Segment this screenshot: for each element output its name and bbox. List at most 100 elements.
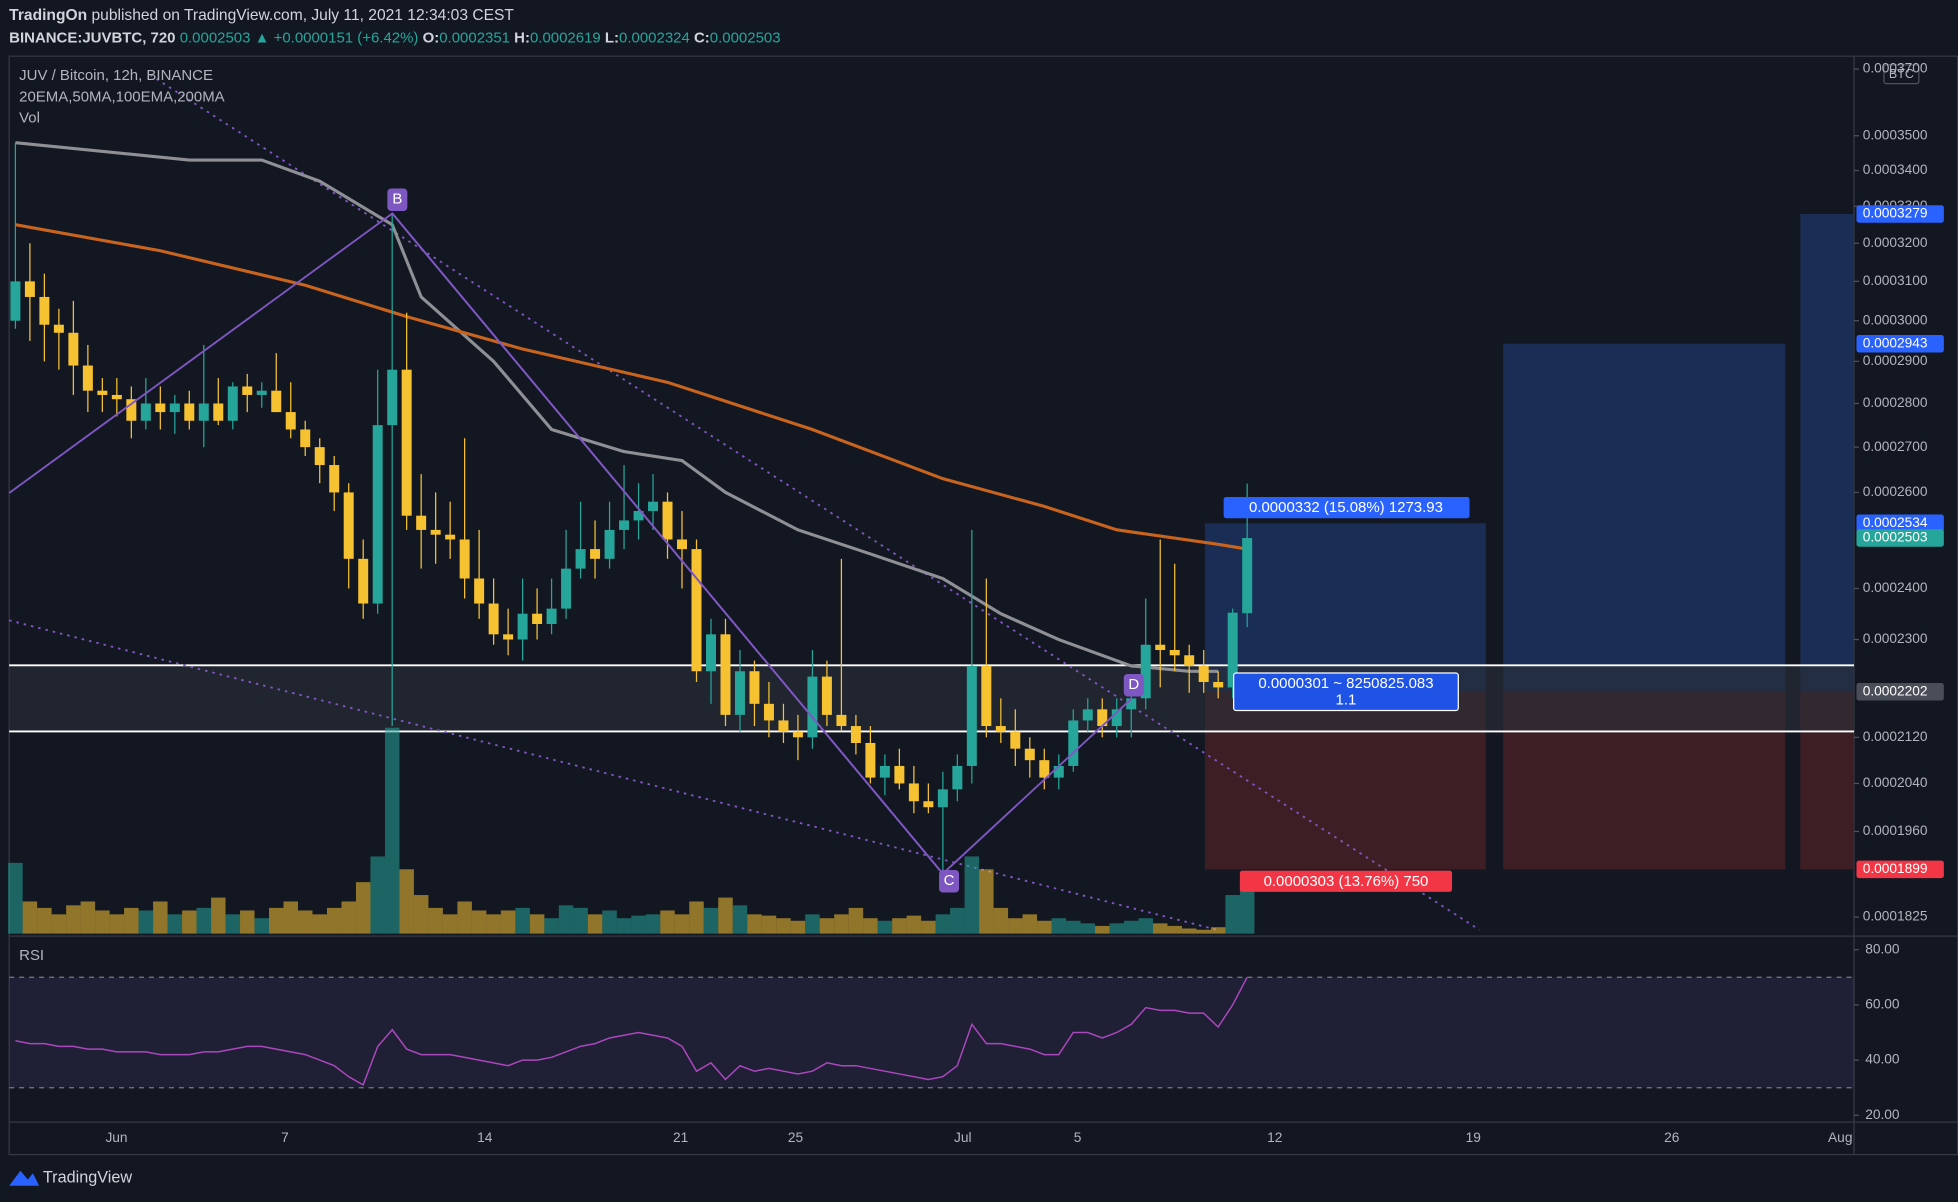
volume-bar [819,918,835,934]
candle-body [1227,612,1238,688]
candle-body [358,558,369,604]
candle-body [169,403,180,413]
y-tick-label: 0.0002120 [1863,729,1928,744]
candle-body [488,603,499,635]
target-zone [1503,343,1786,692]
volume-bar [326,907,342,934]
volume-bar [573,907,588,934]
volume-bar [240,910,255,934]
published: published on TradingView.com, July 11, 2… [91,7,514,24]
volume-bar [22,901,38,934]
candle-body [140,403,151,421]
candle-body [372,425,383,604]
entry-label-box [1233,672,1459,712]
volume-bar [182,910,197,934]
y-tick-label: 0.0003100 [1863,273,1928,288]
volume-bar [109,914,125,934]
candle-body [662,501,673,540]
candle-body [387,369,398,426]
y-tick-label: 80.00 [1865,941,1900,956]
x-tick-label: 21 [673,1130,688,1145]
candle-body [879,765,890,778]
y-tick-label: 0.0002300 [1863,631,1928,646]
volume-bar [848,907,864,934]
candle-body [1126,698,1137,710]
position-zones [1204,214,1854,870]
volume-bar [124,907,139,934]
y-tick-label: 0.0002600 [1863,484,1928,499]
price-axis: 0.00037000.00035000.00034000.00033000.00… [1853,61,1944,924]
volume-bar [254,918,270,934]
volume-bar [196,907,212,934]
volume-bar [1095,925,1110,934]
pattern-label: C [944,872,955,889]
x-tick-label: Aug [1828,1130,1852,1145]
stop-label-box [1239,870,1453,892]
candle-body [1140,644,1151,699]
pattern [391,212,944,875]
price-tag-label: 0.0002503 [1863,530,1928,545]
trend-line [8,619,1218,931]
y-tick-label: 40.00 [1865,1052,1900,1067]
target-zone [1800,214,1854,692]
candle-body [792,731,803,738]
volume-bar [1066,920,1081,934]
volume-bar [269,907,284,934]
symbol-line: BINANCE:JUVBTC, 720 0.0002503 ▲ +0.00001… [9,30,780,47]
y-tick-label: 0.0003500 [1863,127,1928,142]
volume-bar [95,910,110,934]
candle-body [720,634,731,715]
x-tick-label: 26 [1664,1130,1680,1145]
volume-bar [979,869,994,934]
candle-body [1010,731,1021,749]
volume-bar [312,914,327,934]
candle-body [285,412,296,430]
candle-body [213,403,224,421]
volume-bar [355,882,371,934]
candle-body [1024,748,1035,761]
volume-bar [1080,923,1096,934]
candle-body [966,665,977,766]
y-tick-label: 0.0002800 [1863,395,1928,410]
candle-body [532,613,543,624]
volume-bar [587,914,603,934]
candle-body [53,324,64,333]
candle-body [401,369,412,516]
legend-indicators: 20EMA,50MA,100EMA,200MA [19,88,225,105]
candle-body [445,534,456,540]
l-label: L: [605,30,619,47]
c-value: 0.0002503 [710,30,781,47]
volume-bar [1138,918,1153,934]
candle-body [734,671,745,715]
volume-bar [1167,925,1182,934]
candle-body [749,671,760,704]
volume-bar [863,918,878,934]
candle-body [343,492,354,559]
volume-bar [689,901,704,934]
y-tick-label: 0.0003400 [1863,162,1928,177]
price-tag-label: 0.0003279 [1863,206,1928,221]
currency-badge [1883,64,1920,85]
volume-bar [1152,923,1168,934]
price-tag-label: 0.0002534 [1863,515,1928,530]
position-labels: 0.0000332 (15.08%) 1273.93 0.0000301 ~ 82… [1223,497,1470,892]
price-tag [1856,205,1944,223]
candle-body [82,365,93,391]
volume-bar [167,914,183,934]
candle-body [97,390,108,395]
o-value: 0.0002351 [439,30,510,47]
volume [8,727,1255,934]
candle-body [256,390,267,395]
candle-body [68,332,79,366]
logo-mark [9,1170,40,1186]
candle-body [619,520,630,530]
time-axis: Jun 7 14 21 25 Jul 5 12 19 26 Aug [105,1130,1852,1145]
header-line: TradingOn published on TradingView.com, … [9,7,514,24]
candle-body [39,296,50,325]
candle-body [763,703,774,721]
candle-body [1097,709,1108,727]
volume-bar [906,915,922,934]
volume-bar [805,914,820,934]
candle-body [459,539,470,579]
volume-bar [790,920,806,934]
